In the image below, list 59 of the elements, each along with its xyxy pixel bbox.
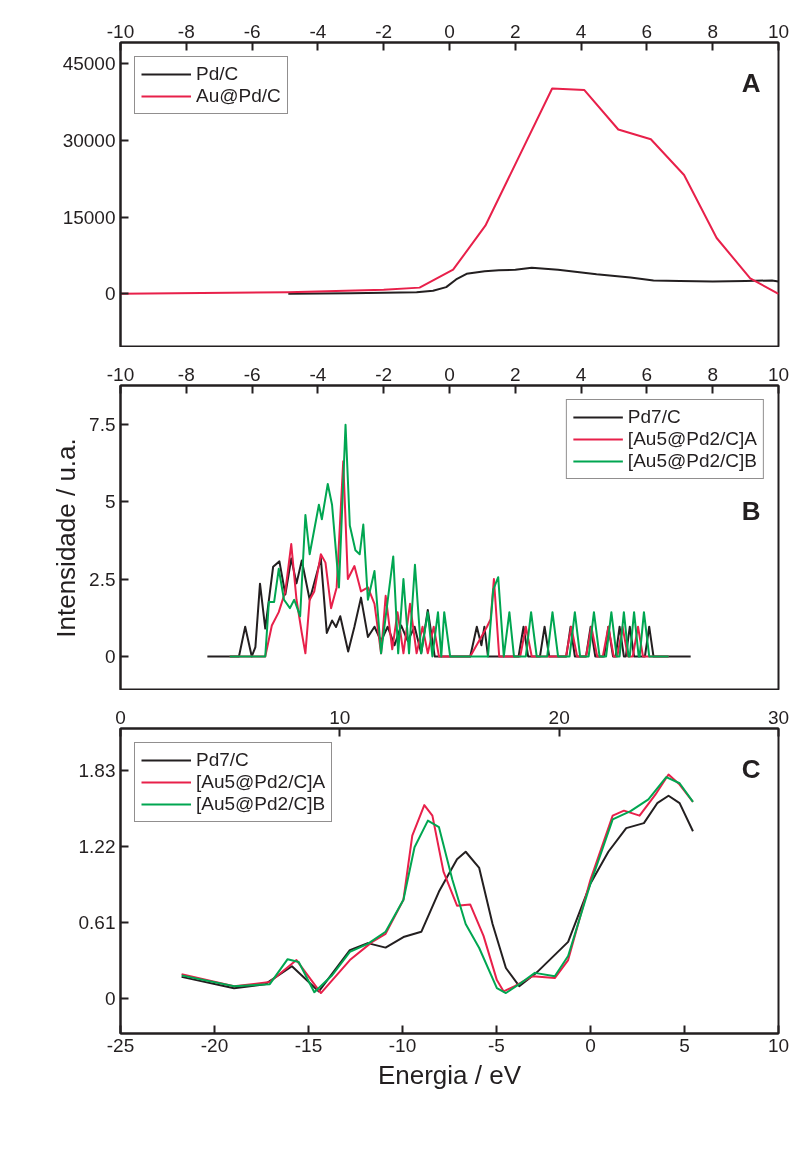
legend-label: [Au5@Pd2/C]B [627,450,757,472]
x-tick-label: 6 [641,363,653,385]
y-tick-label: 2.5 [89,568,116,590]
x-tick-label: 2 [510,363,521,385]
x-tick-label: -20 [200,1034,229,1056]
x-tick-label: 8 [707,20,718,42]
y-tick-label: 5 [104,491,116,513]
y-tick-label: 7.5 [89,413,116,435]
x-tick-label: -5 [488,1034,505,1056]
x-tick-label: -10 [388,1034,417,1056]
x2-tick-label: 10 [329,706,351,728]
x-tick-label: 6 [641,20,653,42]
x-tick-label: -6 [243,20,261,42]
y-tick-label: 0 [104,283,116,305]
x-tick-label: 4 [575,363,587,385]
x-tick-label: 8 [707,363,718,385]
legend-label: [Au5@Pd2/C]A [627,428,757,450]
x-tick-label: 10 [767,20,790,42]
x-tick-label: -25 [106,1034,135,1056]
legend-label: [Au5@Pd2/C]B [196,793,326,815]
x-tick-label: -2 [375,363,393,385]
x-tick-label: -8 [177,20,195,42]
legend-label: Pd/C [196,63,239,85]
y-tick-label: 30000 [62,129,116,151]
x-axis-title: Energia / eV [377,1059,522,1090]
x-tick-label: -4 [309,363,327,385]
x2-tick-label: 20 [548,706,570,728]
legend-label: Au@Pd/C [196,85,281,107]
x-tick-label: 10 [767,363,790,385]
x-tick-label: -15 [294,1034,323,1056]
y-tick-label: 0 [104,988,116,1010]
x-tick-label: -2 [375,20,393,42]
y-tick-label: 1.83 [78,760,116,782]
x2-tick-label: 30 [767,706,790,728]
annotation: C [741,753,761,784]
x-tick-label: 2 [510,20,521,42]
y-tick-label: 15000 [62,206,116,228]
line-series [206,557,692,658]
y-tick-label: 1.22 [78,836,116,858]
x-tick-label: 0 [444,20,455,42]
x-tick-label: -6 [243,363,261,385]
x-tick-label: 0 [444,363,455,385]
x-tick-label: -8 [177,363,195,385]
annotation: B [741,495,761,526]
y-tick-label: 0 [104,645,116,667]
legend-label: Pd7/C [627,406,681,428]
x-tick-label: -4 [309,20,327,42]
y-tick-label: 0.61 [78,912,116,934]
y-axis-title: Intensidade / u.a. [51,438,82,638]
x-tick-label: 10 [767,1034,790,1056]
x-tick-label: 0 [585,1034,596,1056]
x-tick-label: 4 [575,20,587,42]
y-tick-label: 45000 [62,52,116,74]
x-tick-label: -10 [106,20,135,42]
x-tick-label: -10 [106,363,135,385]
annotation: A [741,67,761,98]
legend-label: [Au5@Pd2/C]A [196,771,326,793]
legend-label: Pd7/C [196,749,249,771]
x-tick-label: 5 [679,1034,690,1056]
